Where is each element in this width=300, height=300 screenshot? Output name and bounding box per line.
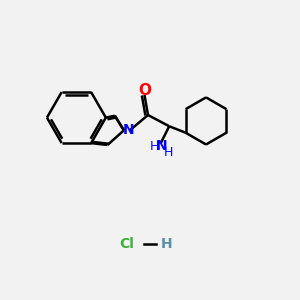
Text: H: H bbox=[164, 146, 173, 159]
Text: Cl: Cl bbox=[119, 237, 134, 251]
Text: H: H bbox=[150, 140, 159, 153]
Text: N: N bbox=[156, 139, 167, 153]
Text: N: N bbox=[122, 123, 134, 137]
Text: H: H bbox=[160, 237, 172, 251]
Text: O: O bbox=[138, 82, 151, 98]
